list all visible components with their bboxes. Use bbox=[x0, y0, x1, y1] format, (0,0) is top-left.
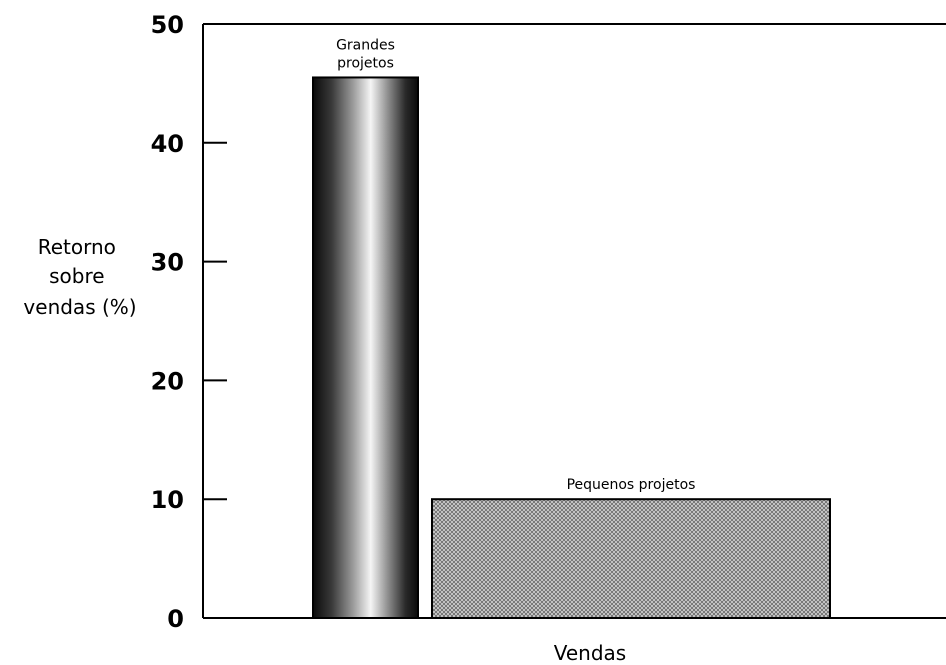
bar-labels: Grandes projetos Pequenos projetos bbox=[336, 37, 695, 493]
bar-label: Pequenos projetos bbox=[567, 477, 696, 493]
y-tick-label: 40 bbox=[151, 130, 184, 158]
y-tick-label: 20 bbox=[151, 367, 184, 395]
x-axis-title: Vendas bbox=[554, 641, 626, 665]
y-ticks: 0 10 20 30 40 50 bbox=[151, 11, 227, 633]
bar-label: projetos bbox=[337, 55, 394, 71]
y-tick-label: 30 bbox=[151, 249, 184, 277]
y-axis-title-line-3: vendas (%) bbox=[23, 295, 136, 319]
bar-label: Grandes bbox=[336, 37, 395, 53]
y-tick-label: 0 bbox=[167, 605, 184, 633]
y-tick-label: 10 bbox=[151, 486, 184, 514]
y-axis-title-line-2: sobre bbox=[49, 264, 104, 288]
bar-pequenos-projetos bbox=[431, 498, 831, 620]
y-axis-title-line-1: Retorno bbox=[38, 235, 116, 259]
bar-grandes-projetos bbox=[312, 76, 419, 619]
y-axis-title: Retorno sobre vendas (%) bbox=[23, 235, 136, 319]
y-tick-label: 50 bbox=[151, 11, 184, 39]
bars bbox=[312, 76, 831, 620]
